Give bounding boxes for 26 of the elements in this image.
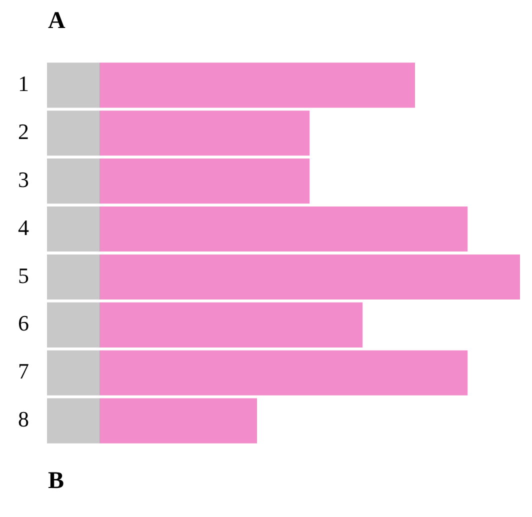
bar bbox=[47, 398, 100, 444]
y-tick-label: 6 bbox=[18, 310, 29, 336]
bar bbox=[47, 62, 100, 108]
bar bbox=[47, 158, 100, 204]
bar bbox=[100, 302, 362, 348]
text: B bbox=[47, 468, 66, 496]
bar bbox=[100, 158, 310, 204]
y-tick-label: 7 bbox=[18, 358, 29, 384]
bar bbox=[47, 254, 100, 300]
bar bbox=[100, 398, 258, 444]
y-tick-label: 8 bbox=[18, 406, 29, 432]
y-tick-label: 1 bbox=[18, 70, 29, 96]
bar bbox=[47, 302, 100, 348]
bar bbox=[100, 62, 415, 108]
y-tick-label: 5 bbox=[18, 262, 29, 288]
bar bbox=[100, 350, 468, 396]
bar bbox=[100, 206, 468, 252]
text: A bbox=[47, 8, 66, 36]
bar bbox=[100, 254, 520, 300]
bar bbox=[47, 206, 100, 252]
y-tick-label: 3 bbox=[18, 166, 29, 192]
y-tick-label: 2 bbox=[18, 118, 29, 144]
bar bbox=[100, 110, 310, 156]
bar bbox=[47, 110, 100, 156]
y-tick-label: 4 bbox=[18, 214, 29, 240]
bar bbox=[47, 350, 100, 396]
